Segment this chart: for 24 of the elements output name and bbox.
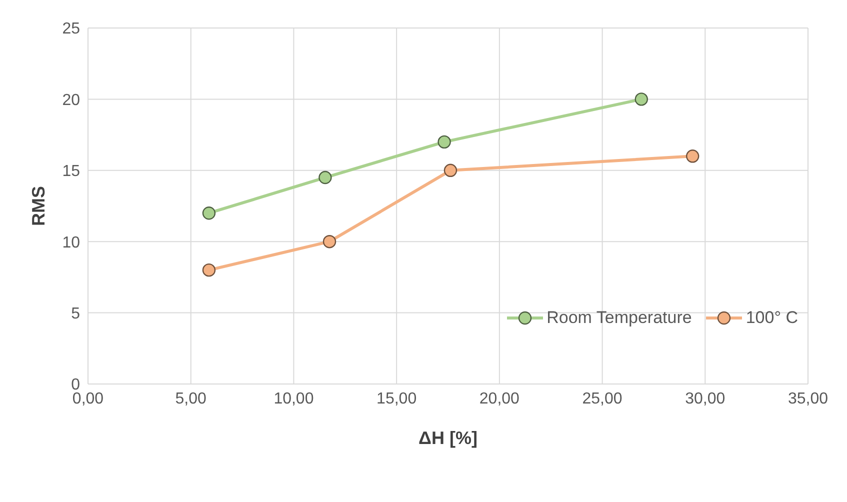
x-tick-label: 25,00 xyxy=(582,390,622,408)
x-tick-label: 10,00 xyxy=(274,390,314,408)
y-axis-title: RMS xyxy=(28,186,48,226)
y-tick-label: 10 xyxy=(62,234,80,252)
point xyxy=(686,150,700,163)
point xyxy=(202,206,216,220)
x-tick-label: 15,00 xyxy=(376,390,417,408)
x-tick-label: 30,00 xyxy=(685,390,726,408)
point xyxy=(444,164,458,177)
y-tick-label: 5 xyxy=(71,305,80,322)
point xyxy=(202,263,216,277)
x-axis-title: ΔH [%] xyxy=(418,428,478,448)
x-tick-label: 5,00 xyxy=(175,390,207,408)
legend-label: Room Temperature xyxy=(546,308,692,328)
point xyxy=(318,170,332,184)
y-tick-label: 20 xyxy=(62,92,80,109)
point xyxy=(322,235,336,248)
legend-label: 100° C xyxy=(746,308,798,328)
point xyxy=(634,92,648,106)
y-tick-label: 15 xyxy=(62,163,80,180)
x-tick-label: 35,00 xyxy=(788,390,828,408)
y-tick-label: 25 xyxy=(62,20,80,38)
x-tick-label: 20,00 xyxy=(479,390,520,408)
point xyxy=(438,135,451,149)
